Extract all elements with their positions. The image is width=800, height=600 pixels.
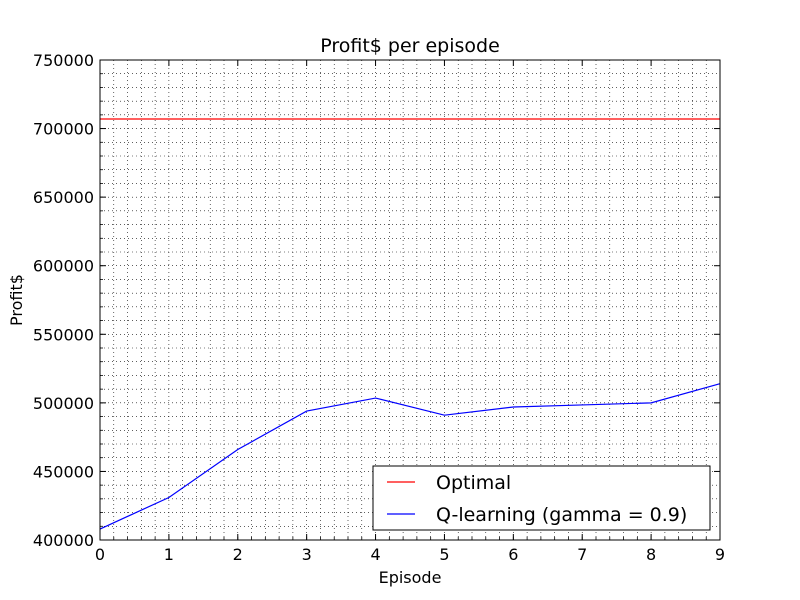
y-tick-label: 500000 [33, 394, 94, 413]
y-tick-label: 650000 [33, 188, 94, 207]
x-axis-title: Episode [379, 568, 442, 587]
y-tick-label: 750000 [33, 51, 94, 70]
x-tick-label: 7 [577, 545, 587, 564]
axis-ticks: 0 1 2 3 4 5 6 7 8 9 400000 450000 500000 550000 600000… [33, 51, 725, 564]
legend: Optimal Q-learning (gamma = 0.9) [372, 465, 711, 531]
plot-area-frame [99, 59, 721, 541]
y-tick-label: 450000 [33, 462, 94, 481]
y-tick-label: 700000 [33, 120, 94, 139]
x-tick-label: 1 [164, 545, 174, 564]
x-tick-label: 8 [646, 545, 656, 564]
y-tick-label: 400000 [33, 531, 94, 550]
series-lines [99, 118, 721, 530]
x-tick-label: 3 [302, 545, 312, 564]
x-tick-label: 6 [508, 545, 518, 564]
x-tick-label: 9 [715, 545, 725, 564]
chart-title: Profit$ per episode [320, 35, 500, 57]
legend-label-0: Optimal [436, 472, 511, 494]
legend-box [372, 465, 711, 531]
series-line-1 [99, 383, 721, 530]
x-tick-label: 5 [439, 545, 449, 564]
y-tick-label: 550000 [33, 325, 94, 344]
x-tick-label: 0 [95, 545, 105, 564]
x-tick-label: 4 [370, 545, 380, 564]
y-tick-label: 600000 [33, 257, 94, 276]
legend-label-1: Q-learning (gamma = 0.9) [436, 504, 687, 526]
x-tick-label: 2 [233, 545, 243, 564]
y-axis-title: Profit$ [7, 274, 26, 326]
